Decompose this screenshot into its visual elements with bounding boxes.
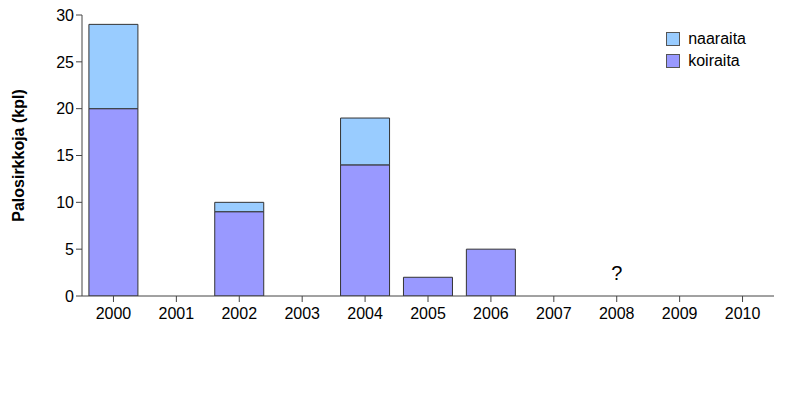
svg-text:25: 25	[56, 54, 74, 71]
html-text:koiraita: koiraita	[688, 52, 740, 69]
svg-text:Palosirkkoja (kpl): Palosirkkoja (kpl)	[10, 89, 27, 222]
svg-text:2005: 2005	[410, 305, 446, 322]
svg-text:2003: 2003	[284, 305, 320, 322]
svg-text:10: 10	[56, 194, 74, 211]
svg-text:2007: 2007	[536, 305, 572, 322]
svg-text:5: 5	[65, 241, 74, 258]
svg-text:2006: 2006	[473, 305, 509, 322]
svg-text:0: 0	[65, 288, 74, 305]
svg-text:?: ?	[611, 262, 622, 284]
svg-text:20: 20	[56, 100, 74, 117]
svg-text:2000: 2000	[96, 305, 132, 322]
svg-text:15: 15	[56, 147, 74, 164]
svg-text:2001: 2001	[159, 305, 195, 322]
svg-text:2004: 2004	[347, 305, 383, 322]
svg-text:2002: 2002	[221, 305, 257, 322]
html-text:naaraita: naaraita	[688, 30, 746, 47]
svg-text:2010: 2010	[725, 305, 761, 322]
svg-text:2008: 2008	[599, 305, 635, 322]
svg-text:2009: 2009	[662, 305, 698, 322]
svg-text:30: 30	[56, 7, 74, 24]
